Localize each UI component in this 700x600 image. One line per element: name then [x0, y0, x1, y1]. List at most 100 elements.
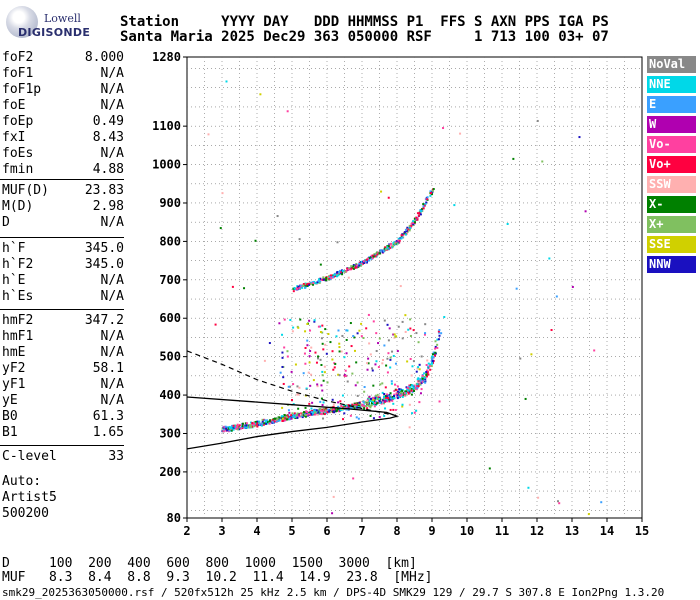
echo-point: [369, 399, 372, 402]
echo-point: [329, 276, 332, 279]
echo-point: [378, 397, 381, 400]
echo-point: [296, 287, 299, 290]
noise-point: [335, 335, 338, 338]
param-value: 347.2: [84, 313, 124, 328]
echo-point: [347, 268, 350, 271]
x-tick-label: 10: [460, 524, 474, 538]
noise-point: [593, 349, 596, 352]
echo-point: [394, 241, 397, 244]
noise-point: [307, 371, 310, 374]
echo-point: [410, 222, 413, 225]
noise-point: [331, 398, 334, 401]
noise-point: [221, 192, 224, 195]
echo-point: [375, 252, 378, 255]
echo-point: [393, 242, 396, 245]
noise-point: [294, 363, 297, 366]
echo-point: [353, 402, 356, 405]
echo-point: [236, 426, 239, 429]
echo-point: [411, 384, 414, 387]
param-value: N/A: [100, 393, 124, 408]
echo-point: [227, 427, 230, 430]
echo-point: [234, 426, 237, 429]
noise-point: [387, 352, 390, 355]
echo-point: [314, 408, 317, 411]
echo-point: [241, 424, 244, 427]
x-tick-label: 15: [635, 524, 649, 538]
noise-point: [519, 357, 522, 360]
noise-point: [304, 330, 307, 333]
separator: [0, 179, 124, 180]
echo-point: [227, 428, 230, 431]
echo-point: [382, 402, 385, 405]
echo-point: [413, 221, 416, 224]
param-key: B0: [2, 409, 18, 424]
echo-point: [415, 388, 418, 391]
echo-point: [357, 406, 360, 409]
echo-point: [420, 379, 423, 382]
echo-point: [361, 404, 364, 407]
noise-point: [394, 362, 397, 365]
noise-point: [362, 337, 365, 340]
echo-point: [408, 388, 411, 391]
noise-point: [308, 355, 311, 358]
noise-point: [354, 384, 357, 387]
echo-point: [293, 412, 296, 415]
noise-point: [442, 127, 445, 130]
noise-point: [418, 363, 421, 366]
noise-point: [384, 399, 387, 402]
echo-point: [310, 282, 313, 285]
noise-point: [321, 404, 324, 407]
echo-point: [336, 408, 339, 411]
noise-point: [336, 241, 339, 244]
echo-point: [429, 191, 432, 194]
noise-point: [281, 351, 284, 354]
noise-point: [418, 401, 421, 404]
echo-point: [258, 422, 261, 425]
echo-point: [354, 266, 357, 269]
echo-point: [420, 209, 423, 212]
noise-point: [600, 501, 603, 504]
param-row-ye: yE N/A: [2, 393, 124, 409]
noise-point: [207, 133, 210, 136]
echo-point: [434, 340, 437, 343]
noise-point: [219, 227, 222, 230]
echo-point: [311, 409, 314, 412]
noise-point: [409, 357, 412, 360]
echo-point: [403, 232, 406, 235]
echo-point: [313, 280, 316, 283]
noise-point: [420, 355, 423, 358]
echo-point: [339, 409, 342, 412]
electron-density-profile-solid: [187, 396, 400, 450]
echo-point: [250, 421, 253, 424]
noise-point: [393, 333, 396, 336]
echo-point: [389, 398, 392, 401]
param-key: B1: [2, 425, 18, 440]
echo-point: [436, 338, 439, 341]
param-row-b0: B0 61.3: [2, 409, 124, 425]
echo-point: [423, 372, 426, 375]
y-tick-label: 300: [159, 426, 181, 440]
noise-point: [409, 334, 412, 337]
param-row-fmin: fmin 4.88: [2, 162, 124, 178]
echo-point: [352, 266, 355, 269]
echo-point: [309, 281, 312, 284]
echo-point: [253, 421, 256, 424]
noise-point: [536, 119, 539, 122]
echo-point: [296, 412, 299, 415]
noise-point: [392, 402, 395, 405]
echo-point: [370, 254, 373, 257]
echo-point: [236, 428, 239, 431]
noise-point: [317, 357, 320, 360]
echo-point: [226, 429, 229, 432]
param-value: N/A: [100, 146, 124, 161]
noise-point: [367, 313, 370, 316]
echo-point: [426, 370, 429, 373]
echo-point: [396, 242, 399, 245]
noise-point: [332, 368, 335, 371]
echo-point: [372, 255, 375, 258]
noise-point: [419, 392, 422, 395]
echo-point: [423, 376, 426, 379]
param-row-hf2: h`F2 345.0: [2, 257, 124, 273]
echo-point: [352, 265, 355, 268]
noise-point: [287, 409, 290, 412]
